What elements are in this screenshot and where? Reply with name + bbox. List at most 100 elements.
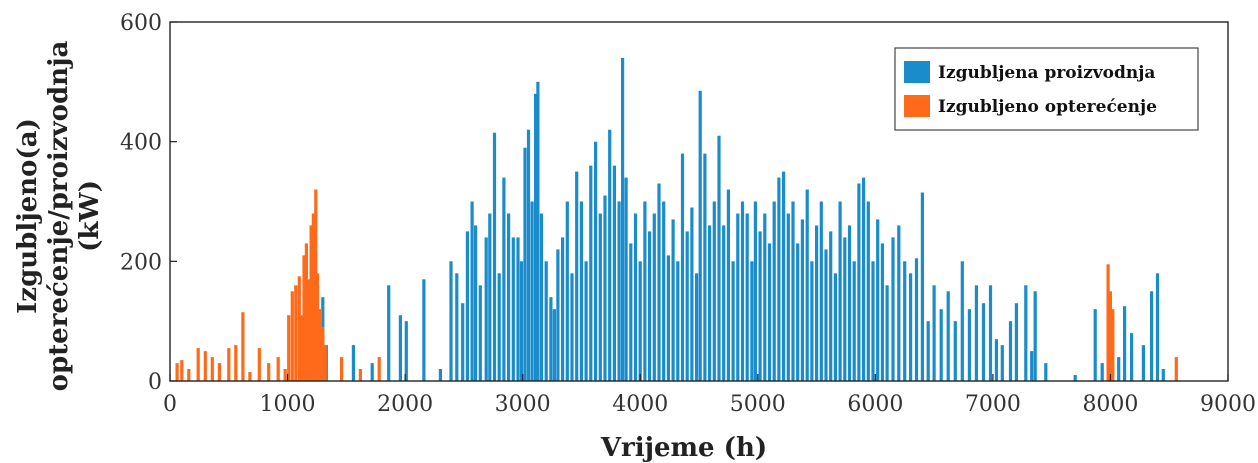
legend-swatch-production (904, 61, 930, 83)
plot-frame (169, 21, 1229, 382)
bar-1-137 (1123, 306, 1127, 381)
bar-1-40 (575, 171, 579, 381)
bar-1-18 (484, 237, 488, 381)
bar-1-96 (833, 273, 837, 381)
bar-1-140 (1150, 291, 1154, 382)
bar-1-32 (539, 213, 544, 381)
bar-2-24 (309, 225, 313, 381)
bar-1-57 (652, 213, 656, 381)
bar-1-48 (612, 165, 616, 381)
bar-1-33 (544, 261, 548, 381)
bar-1-31 (536, 81, 540, 382)
bar-1-6 (387, 285, 391, 381)
bar-1-118 (953, 321, 957, 381)
bar-1-100 (852, 261, 856, 381)
bar-1-37 (561, 237, 565, 381)
bar-1-119 (960, 261, 964, 381)
bar-1-75 (736, 213, 740, 381)
bar-2-26 (314, 189, 318, 381)
bar-2-4 (196, 348, 200, 381)
x-tick-label-5: 5000 (730, 392, 786, 417)
y-axis: 0 200 400 600 (120, 11, 177, 395)
y-axis-title-line-1: Izgubljeno(a) (13, 118, 43, 314)
bar-1-102 (862, 177, 866, 381)
bar-1-11 (449, 261, 453, 381)
bar-1-142 (1161, 369, 1165, 381)
bar-1-52 (629, 243, 633, 381)
y-tick-label-1: 200 (120, 250, 162, 275)
bar-1-93 (819, 201, 823, 381)
bar-1-64 (685, 231, 689, 381)
bar-2-13 (267, 363, 271, 381)
bar-1-107 (885, 285, 889, 381)
bar-2-17 (290, 291, 294, 382)
bar-2-22 (304, 243, 308, 381)
bar-1-117 (946, 291, 950, 382)
x-axis-title: Vrijeme (h) (600, 433, 767, 463)
bar-1-84 (777, 177, 781, 381)
bar-1-72 (722, 225, 726, 381)
bar-1-136 (1117, 357, 1121, 381)
bar-1-114 (926, 321, 930, 381)
bar-1-19 (488, 213, 492, 381)
bar-1-7 (398, 315, 402, 381)
bar-1-104 (871, 261, 875, 381)
bar-1-103 (866, 201, 870, 381)
bar-1-78 (750, 261, 754, 381)
axes-box (169, 21, 1229, 382)
bar-2-23 (307, 279, 311, 381)
bar-1-120 (967, 309, 971, 381)
bar-1-28 (526, 129, 531, 381)
x-axis: 0 1000 2000 3000 4000 5000 6000 7000 8000 9000 (163, 374, 1256, 417)
bar-1-131 (1044, 363, 1048, 381)
bar-1-21 (497, 273, 501, 381)
bar-1-116 (939, 309, 943, 381)
bar-1-130 (1033, 291, 1037, 382)
bar-1-123 (988, 285, 993, 381)
bar-2-32 (358, 369, 362, 381)
bar-1-27 (523, 147, 527, 381)
bar-1-67 (698, 90, 702, 382)
bar-1-88 (796, 243, 800, 381)
bar-1-16 (474, 225, 478, 381)
bar-1-68 (703, 153, 707, 381)
bar-1-38 (565, 201, 569, 381)
x-tick-label-9: 9000 (1200, 392, 1256, 417)
bar-2-6 (210, 357, 214, 381)
bar-2-2 (180, 360, 184, 381)
legend-box (894, 47, 1199, 131)
bar-2-20 (300, 315, 304, 381)
bar-1-9 (422, 279, 426, 381)
bar-1-76 (740, 201, 745, 381)
x-tick-label-8: 8000 (1082, 392, 1138, 417)
bar-1-47 (608, 129, 612, 381)
bar-1-61 (671, 219, 675, 381)
x-tick-label-3: 3000 (495, 392, 551, 417)
bar-1-109 (897, 225, 901, 381)
bar-1-92 (815, 225, 819, 381)
bar-2-9 (234, 345, 238, 381)
series-1 (315, 57, 1165, 382)
bar-1-86 (786, 213, 790, 381)
bar-1-138 (1130, 333, 1134, 381)
bar-2-34 (1106, 264, 1110, 381)
legend-label-production: Izgubljena proizvodnja (938, 63, 1155, 83)
x-tick-label-7: 7000 (965, 392, 1021, 417)
bar-1-89 (800, 219, 804, 381)
y-tick-label-2: 400 (120, 131, 162, 156)
bar-1-10 (438, 369, 442, 381)
y-tick-label-3: 600 (120, 11, 162, 36)
bar-1-128 (1024, 285, 1028, 381)
y-tick-label-0: 0 (148, 370, 162, 395)
x-tick-label-0: 0 (163, 392, 177, 417)
bar-1-80 (758, 231, 762, 381)
legend-swatch-load (904, 95, 930, 117)
bar-1-70 (712, 201, 716, 381)
bar-2-15 (283, 369, 287, 381)
bar-1-26 (519, 261, 524, 381)
bar-1-141 (1155, 273, 1160, 381)
bar-1-23 (507, 213, 511, 381)
bar-2-3 (187, 369, 191, 381)
bar-1-24 (511, 237, 515, 381)
legend-label-load: Izgubljeno opterećenje (938, 97, 1157, 117)
